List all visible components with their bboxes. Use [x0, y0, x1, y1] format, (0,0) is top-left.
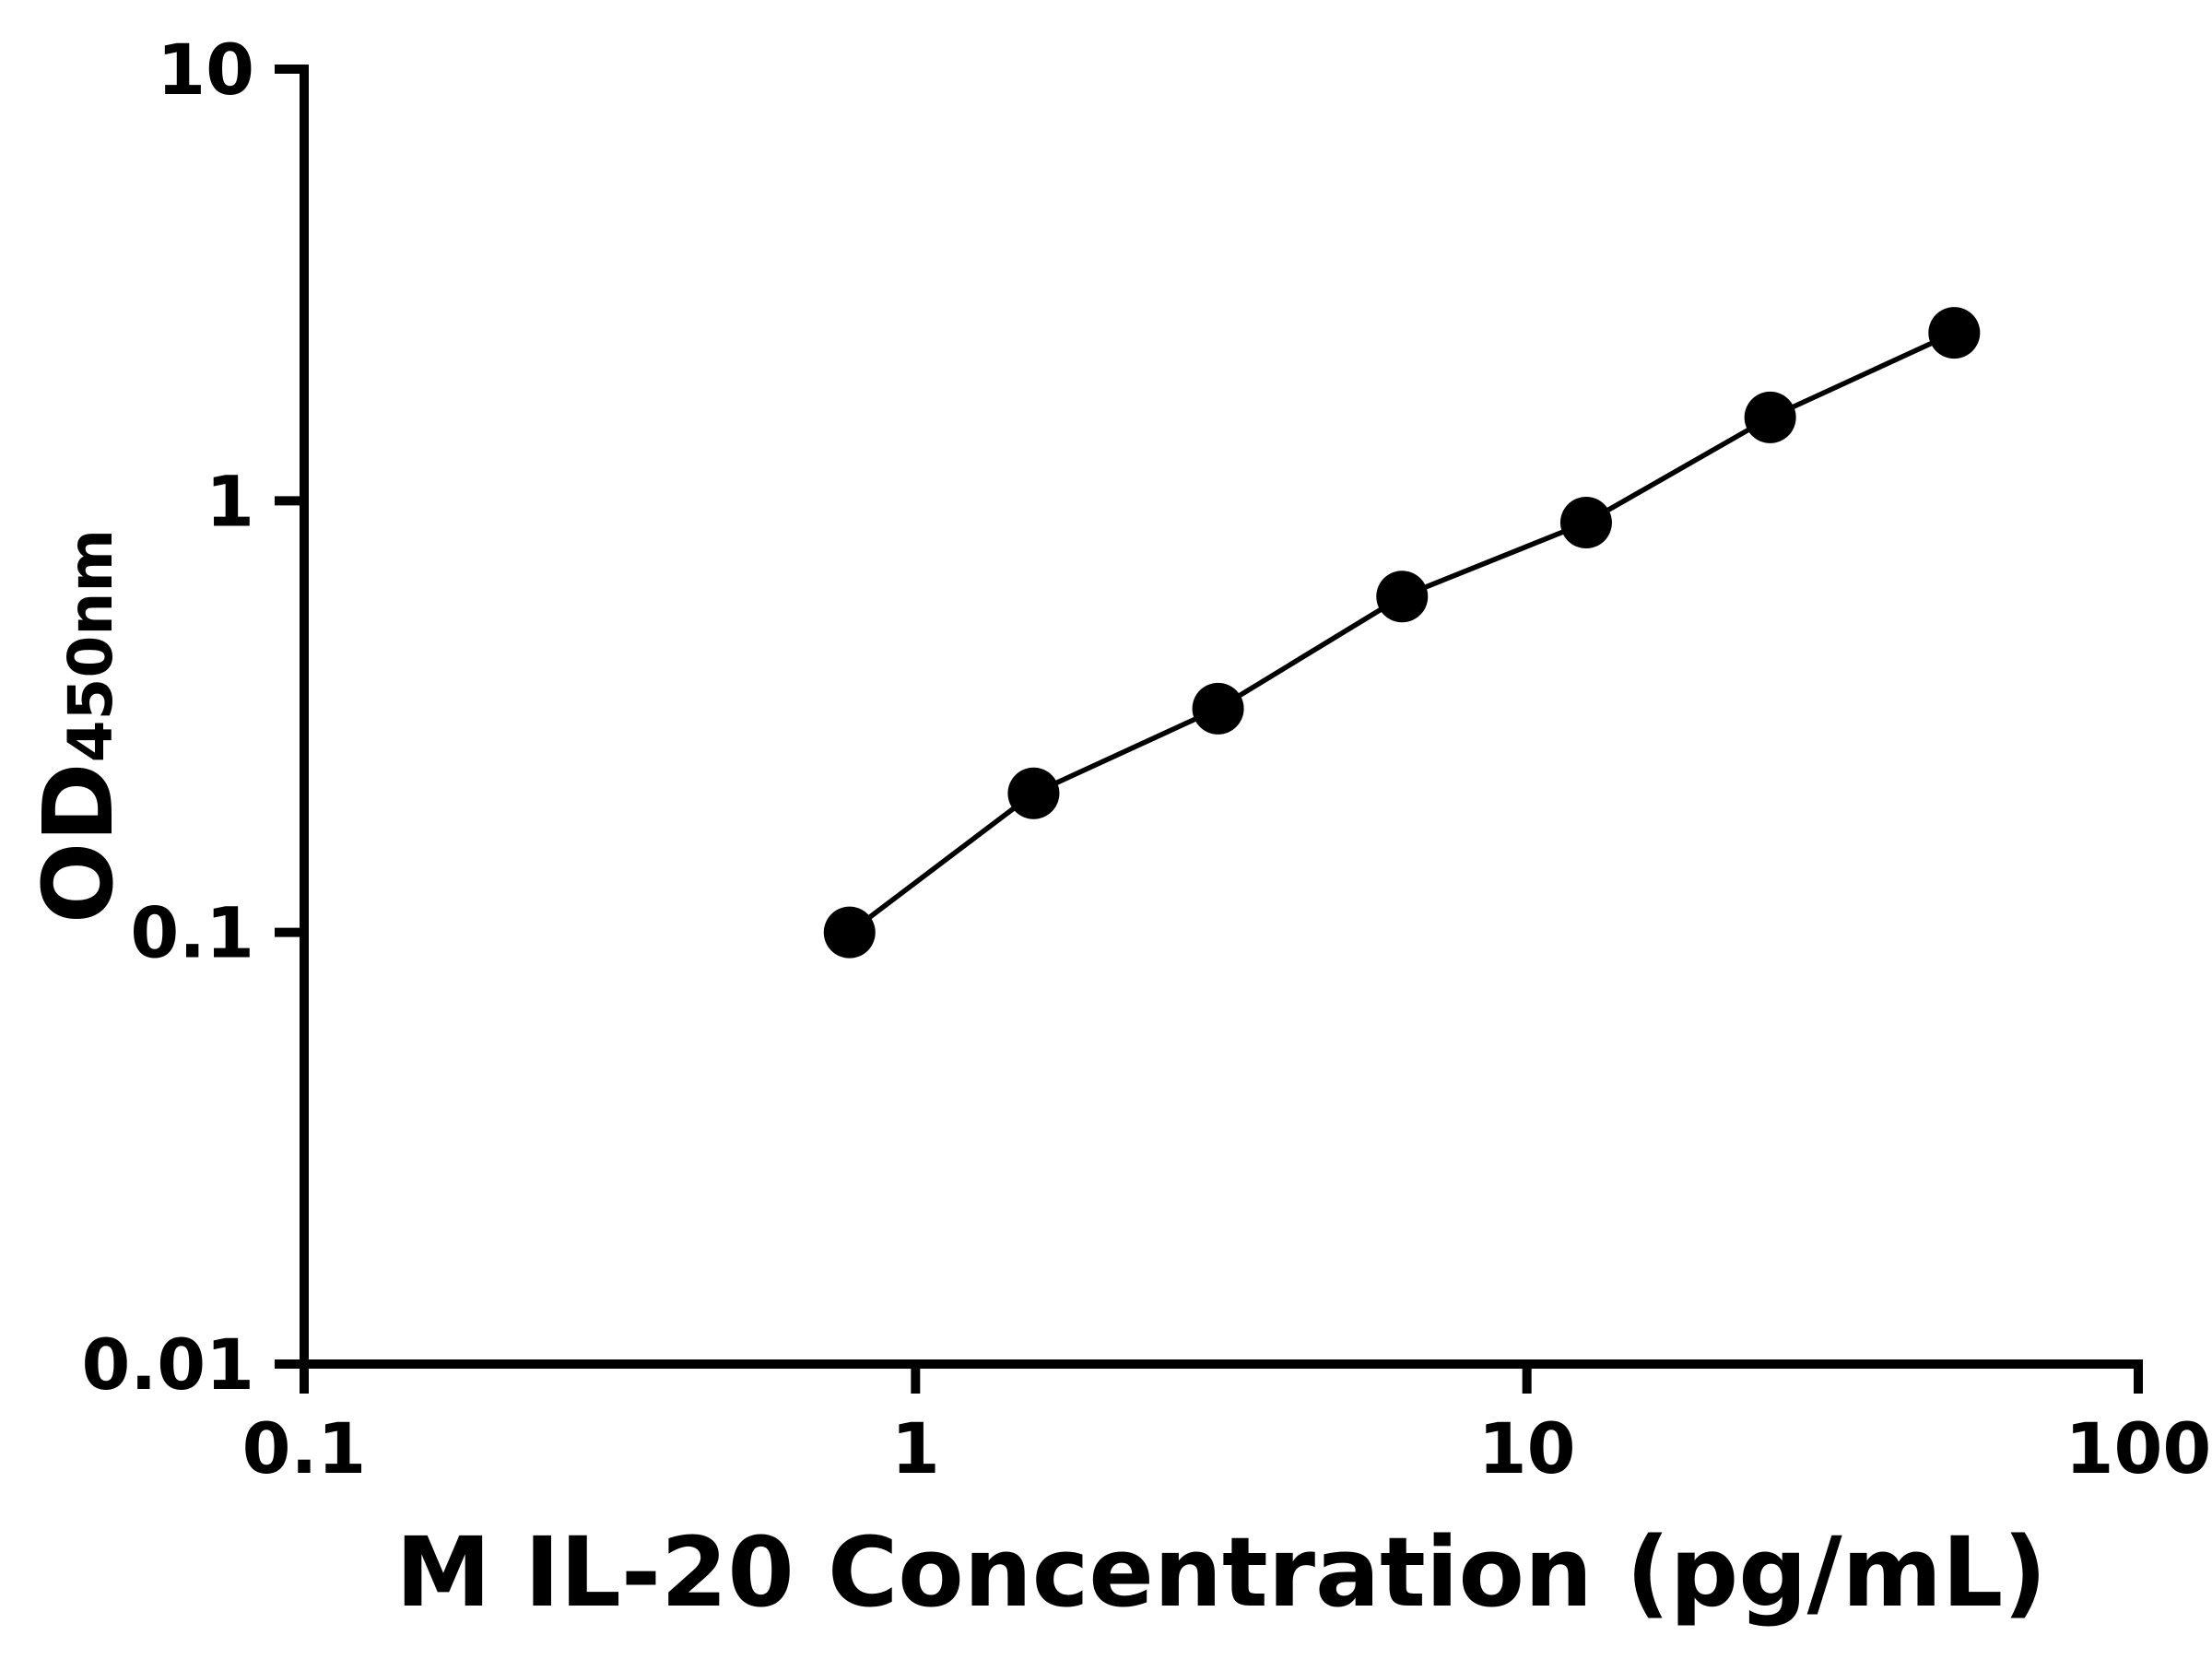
x-tick-label: 10 — [1478, 1407, 1576, 1489]
data-point — [1007, 767, 1060, 819]
x-tick-label: 100 — [2065, 1407, 2212, 1489]
y-axis-title: OD450nm — [22, 529, 135, 924]
data-point — [1559, 497, 1612, 549]
data-point — [1376, 571, 1429, 623]
x-tick-label: 0.1 — [242, 1407, 367, 1489]
data-point — [1192, 682, 1244, 735]
x-axis-title: M IL-20 Concentration (pg/mL) — [395, 1516, 2047, 1629]
y-axis-title-subscript: 450nm — [55, 528, 126, 763]
data-point — [1744, 391, 1796, 443]
data-point — [1928, 307, 1981, 359]
y-tick-label: 1 — [206, 460, 254, 542]
x-tick-label: 1 — [891, 1407, 940, 1489]
y-tick-label: 0.01 — [81, 1324, 254, 1406]
y-tick-label: 0.1 — [130, 892, 254, 974]
data-point — [823, 906, 876, 959]
y-axis-title-main: OD — [22, 762, 135, 924]
y-tick-label: 10 — [157, 29, 254, 111]
